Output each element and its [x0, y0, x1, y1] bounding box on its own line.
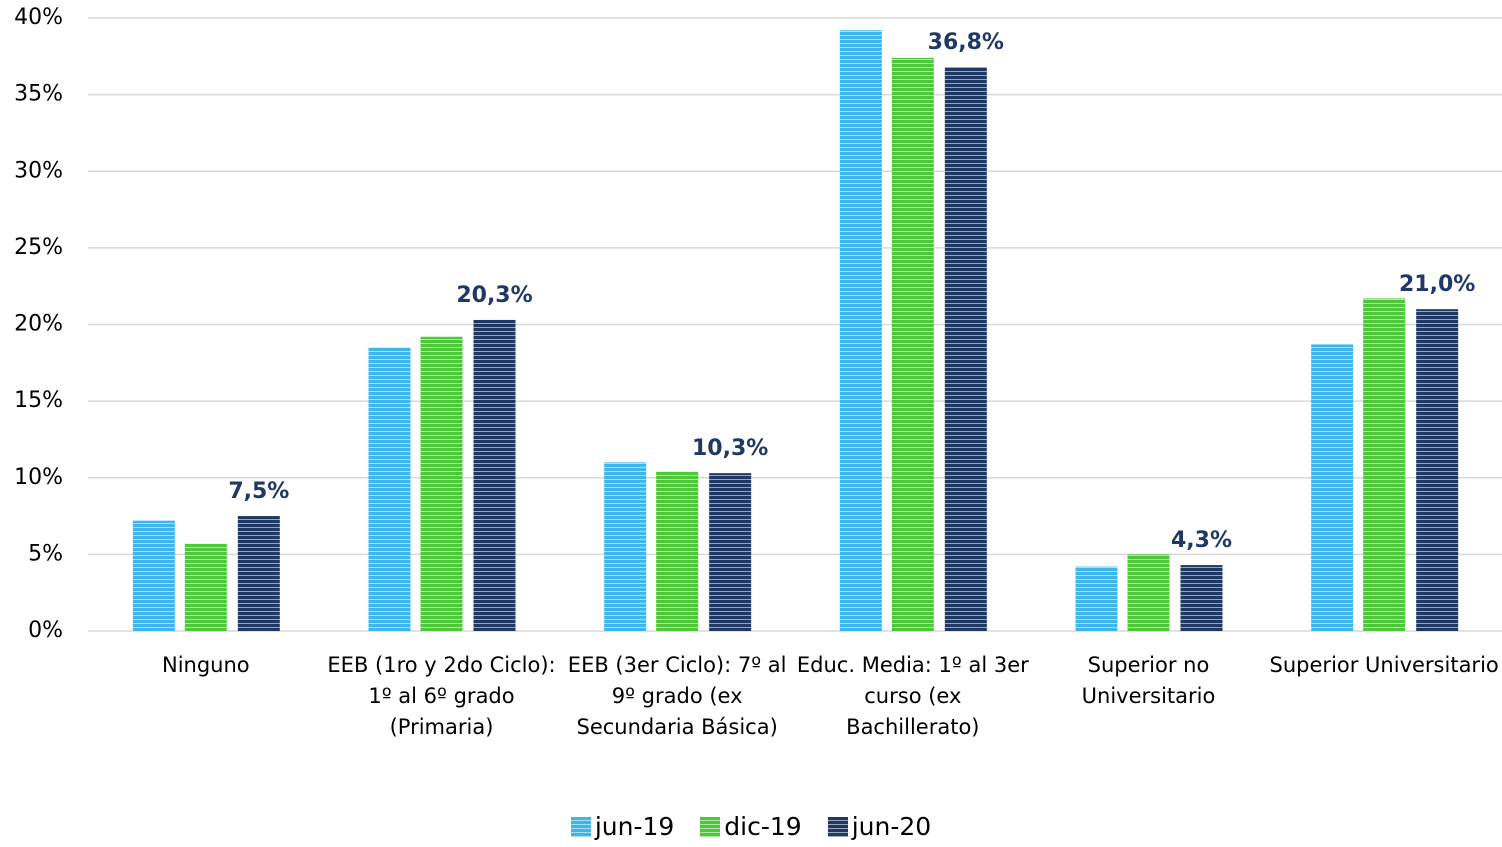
bar	[1180, 565, 1223, 631]
bar	[132, 520, 175, 631]
legend-item: jun-19	[570, 812, 675, 841]
x-tick-label: Ninguno	[162, 653, 250, 677]
y-tick-label: 10%	[14, 465, 63, 490]
y-tick-label: 40%	[14, 5, 63, 30]
bar	[839, 30, 882, 631]
x-tick-label: EEB (3er Ciclo): 7º al 9º grado (ex Secu…	[567, 653, 787, 739]
legend-swatch	[570, 816, 591, 837]
data-label: 20,3%	[456, 283, 532, 308]
y-tick-label: 30%	[14, 158, 63, 183]
y-tick-label: 15%	[14, 388, 63, 413]
x-tick-label: EEB (1ro y 2do Ciclo): 1º al 6º grado (P…	[327, 653, 556, 739]
legend-label: jun-19	[594, 812, 675, 841]
bar	[604, 462, 647, 631]
legend-swatch	[700, 816, 721, 837]
data-label: 36,8%	[928, 30, 1004, 55]
x-tick-label: Superior Universitario	[1269, 653, 1499, 677]
bar	[1075, 566, 1118, 631]
bar	[709, 473, 752, 631]
data-label: 21,0%	[1399, 272, 1475, 297]
bar	[184, 543, 227, 631]
legend: jun-19 dic-19 jun-20	[0, 812, 1502, 841]
bar	[237, 516, 280, 631]
data-label: 10,3%	[692, 436, 768, 461]
bar	[944, 67, 987, 632]
x-tick-label: Superior no Universitario	[1081, 653, 1216, 708]
y-tick-label: 20%	[14, 312, 63, 337]
bar	[1363, 298, 1406, 631]
data-label: 4,3%	[1171, 528, 1232, 553]
y-tick-label: 5%	[28, 541, 63, 566]
legend-swatch	[827, 816, 848, 837]
legend-item: dic-19	[700, 812, 802, 841]
legend-label: jun-20	[851, 812, 932, 841]
y-tick-label: 25%	[14, 235, 63, 260]
bar	[420, 336, 463, 631]
x-tick-label: Educ. Media: 1º al 3er curso (ex Bachill…	[796, 653, 1029, 739]
y-tick-label: 35%	[14, 82, 63, 107]
bar	[368, 347, 411, 631]
legend-item: jun-20	[827, 812, 932, 841]
y-tick-label: 0%	[28, 618, 63, 643]
bar	[891, 57, 934, 632]
bar	[1127, 554, 1170, 631]
data-label: 7,5%	[228, 479, 289, 504]
legend-label: dic-19	[724, 812, 802, 841]
bar	[1311, 344, 1354, 631]
bar	[656, 471, 699, 631]
bar	[1416, 309, 1459, 631]
bar	[473, 319, 516, 631]
